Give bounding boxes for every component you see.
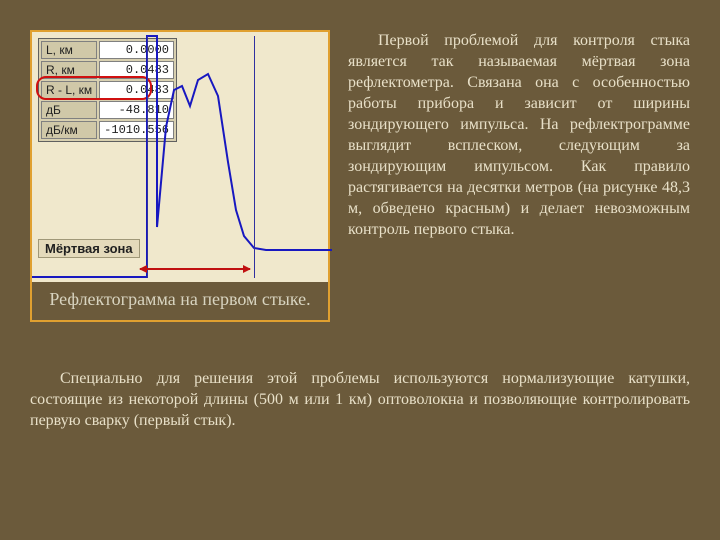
reflectogram-graph: L, км0.0000R, км0.0483R - L, км0.0483дБ-…: [32, 32, 328, 282]
marker-line-l: [147, 36, 148, 278]
paragraph-main: Первой проблемой для контроля стыка явля…: [348, 30, 690, 240]
dead-zone-label: Мёртвая зона: [38, 239, 140, 258]
dead-zone-arrow: [140, 268, 250, 270]
marker-line-r: [254, 36, 255, 278]
figure-caption: Рефлектограмма на первом стыке.: [32, 282, 328, 320]
paragraph-solution-text: Специально для решения этой проблемы исп…: [30, 368, 690, 431]
paragraph-main-text: Первой проблемой для контроля стыка явля…: [348, 30, 690, 240]
paragraph-solution: Специально для решения этой проблемы исп…: [30, 368, 690, 431]
figure-panel: L, км0.0000R, км0.0483R - L, км0.0483дБ-…: [30, 30, 330, 322]
